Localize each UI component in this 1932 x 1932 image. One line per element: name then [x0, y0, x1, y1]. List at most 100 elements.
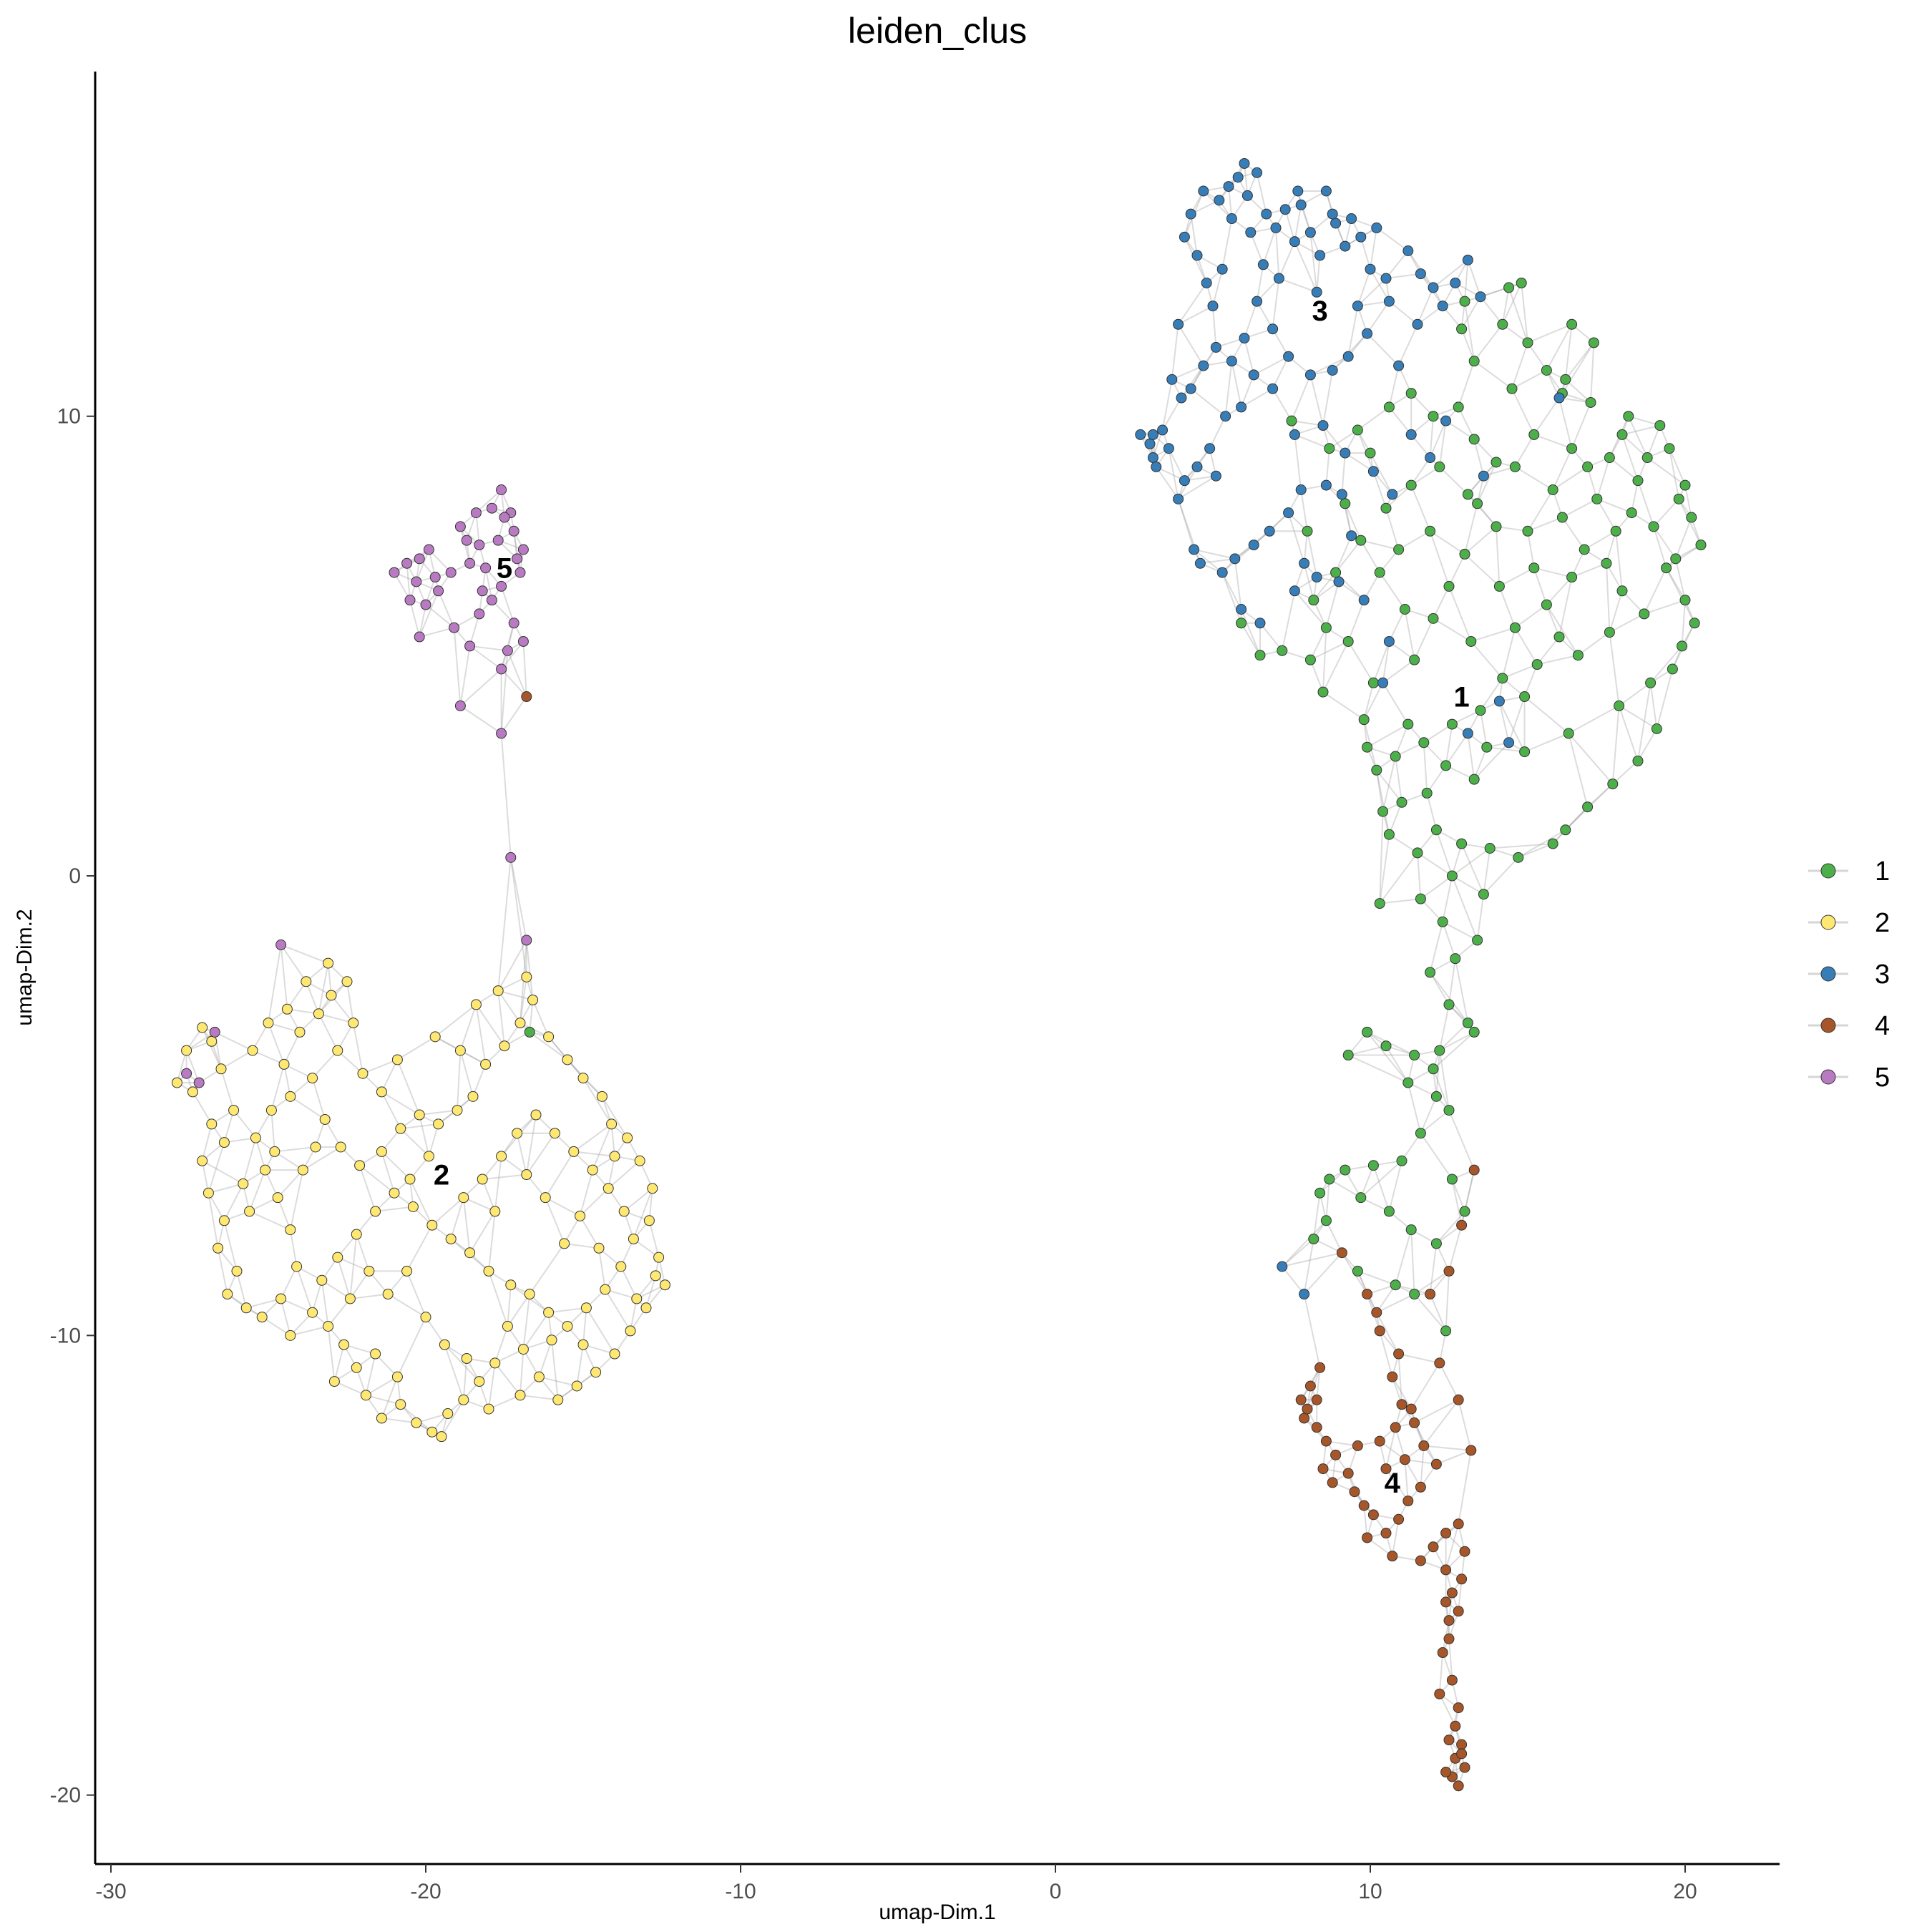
knn-edge — [1514, 627, 1538, 665]
point-cluster-5 — [517, 544, 529, 555]
point-cluster-4 — [1405, 1403, 1417, 1415]
knn-edge — [311, 1078, 326, 1120]
knn-edge — [1335, 540, 1362, 573]
knn-edge — [1363, 682, 1384, 721]
point-cluster-2 — [625, 1325, 636, 1337]
point-cluster-5 — [429, 572, 441, 583]
point-cluster-3 — [1232, 172, 1244, 183]
knn-edge — [289, 1169, 304, 1230]
knn-edge — [1523, 696, 1569, 734]
point-cluster-3 — [1214, 195, 1225, 206]
knn-edge — [1325, 448, 1330, 486]
point-cluster-1 — [1390, 751, 1401, 762]
point-cluster-2 — [420, 1312, 431, 1323]
knn-edge — [286, 981, 307, 1010]
knn-edge — [1631, 480, 1639, 513]
knn-edge — [1666, 544, 1702, 569]
point-cluster-1 — [1405, 1224, 1417, 1236]
point-cluster-2 — [517, 1344, 529, 1355]
knn-edge — [1480, 710, 1488, 748]
point-cluster-3 — [1248, 369, 1259, 381]
knn-edge — [1382, 682, 1409, 725]
knn-edge — [434, 1004, 477, 1038]
knn-edge — [1303, 531, 1308, 564]
point-cluster-5 — [433, 585, 444, 597]
point-cluster-2 — [171, 1077, 182, 1088]
point-cluster-2 — [376, 1146, 387, 1157]
knn-edge — [337, 1257, 370, 1272]
point-cluster-1 — [1402, 718, 1414, 730]
point-cluster-2 — [489, 1357, 501, 1369]
knn-edge — [1637, 683, 1652, 761]
knn-edge — [1511, 369, 1547, 390]
knn-edge — [362, 1059, 398, 1075]
point-cluster-5 — [508, 618, 519, 629]
knn-edge — [1584, 530, 1616, 550]
knn-edge — [249, 1211, 291, 1231]
knn-edge — [582, 1307, 587, 1345]
point-cluster-3 — [1299, 1289, 1310, 1300]
knn-edge — [1649, 683, 1658, 729]
knn-edge — [1171, 324, 1179, 380]
knn-edge — [318, 962, 329, 1014]
point-cluster-5 — [449, 622, 460, 633]
knn-edge — [1388, 609, 1406, 642]
point-cluster-2 — [514, 1390, 526, 1401]
knn-edge — [349, 1234, 358, 1299]
point-cluster-2 — [452, 1105, 463, 1116]
legend-marker-5 — [1820, 1069, 1836, 1085]
point-cluster-1 — [1456, 838, 1468, 849]
knn-edge — [431, 1196, 464, 1226]
knn-edge — [513, 531, 521, 573]
point-cluster-3 — [1198, 185, 1209, 197]
knn-edge — [1413, 618, 1434, 660]
knn-edge — [1168, 448, 1179, 499]
point-cluster-2 — [514, 1018, 526, 1029]
point-cluster-2 — [562, 1321, 573, 1332]
knn-edge — [1483, 857, 1519, 895]
point-cluster-3 — [1163, 443, 1174, 454]
knn-edge — [1451, 1179, 1463, 1226]
knn-edge — [1309, 627, 1327, 660]
knn-edge — [532, 1000, 550, 1038]
knn-edge — [1448, 1639, 1453, 1681]
point-cluster-1 — [1324, 443, 1335, 454]
knn-edge — [469, 1211, 496, 1254]
knn-edge — [1674, 517, 1692, 560]
knn-edge — [1429, 1294, 1447, 1332]
knn-edge — [356, 1234, 370, 1272]
point-cluster-2 — [618, 1206, 630, 1217]
point-cluster-5 — [275, 939, 287, 950]
knn-edge — [1433, 1031, 1475, 1070]
point-cluster-2 — [596, 1091, 608, 1102]
cluster-label-4: 4 — [1385, 1468, 1401, 1499]
point-cluster-1 — [1355, 535, 1367, 546]
point-cluster-1 — [1393, 544, 1405, 555]
point-cluster-2 — [323, 957, 334, 969]
knn-edge — [475, 1004, 505, 1047]
knn-edge — [1458, 1400, 1472, 1451]
knn-edge — [375, 1206, 414, 1212]
point-cluster-1 — [1377, 806, 1389, 817]
knn-edge — [1345, 452, 1374, 472]
knn-edge — [529, 1243, 565, 1295]
point-cluster-5 — [461, 535, 472, 546]
point-cluster-1 — [1446, 1174, 1458, 1185]
point-cluster-2 — [505, 1279, 517, 1291]
knn-edge — [497, 990, 521, 1024]
point-cluster-1 — [1468, 774, 1480, 785]
point-cluster-4 — [1434, 1357, 1445, 1369]
knn-edge — [1344, 503, 1352, 536]
point-cluster-3 — [1279, 204, 1291, 215]
point-cluster-1 — [1493, 580, 1505, 592]
point-cluster-5 — [454, 521, 466, 532]
point-cluster-2 — [265, 1105, 277, 1116]
knn-edge — [333, 1380, 366, 1396]
knn-edge — [1171, 365, 1204, 381]
knn-edge — [236, 1271, 248, 1309]
point-cluster-4 — [1342, 1468, 1354, 1479]
point-cluster-1 — [1516, 277, 1527, 288]
point-cluster-3 — [1377, 677, 1389, 688]
knn-edge — [321, 1280, 329, 1327]
knn-edge — [1370, 268, 1390, 302]
